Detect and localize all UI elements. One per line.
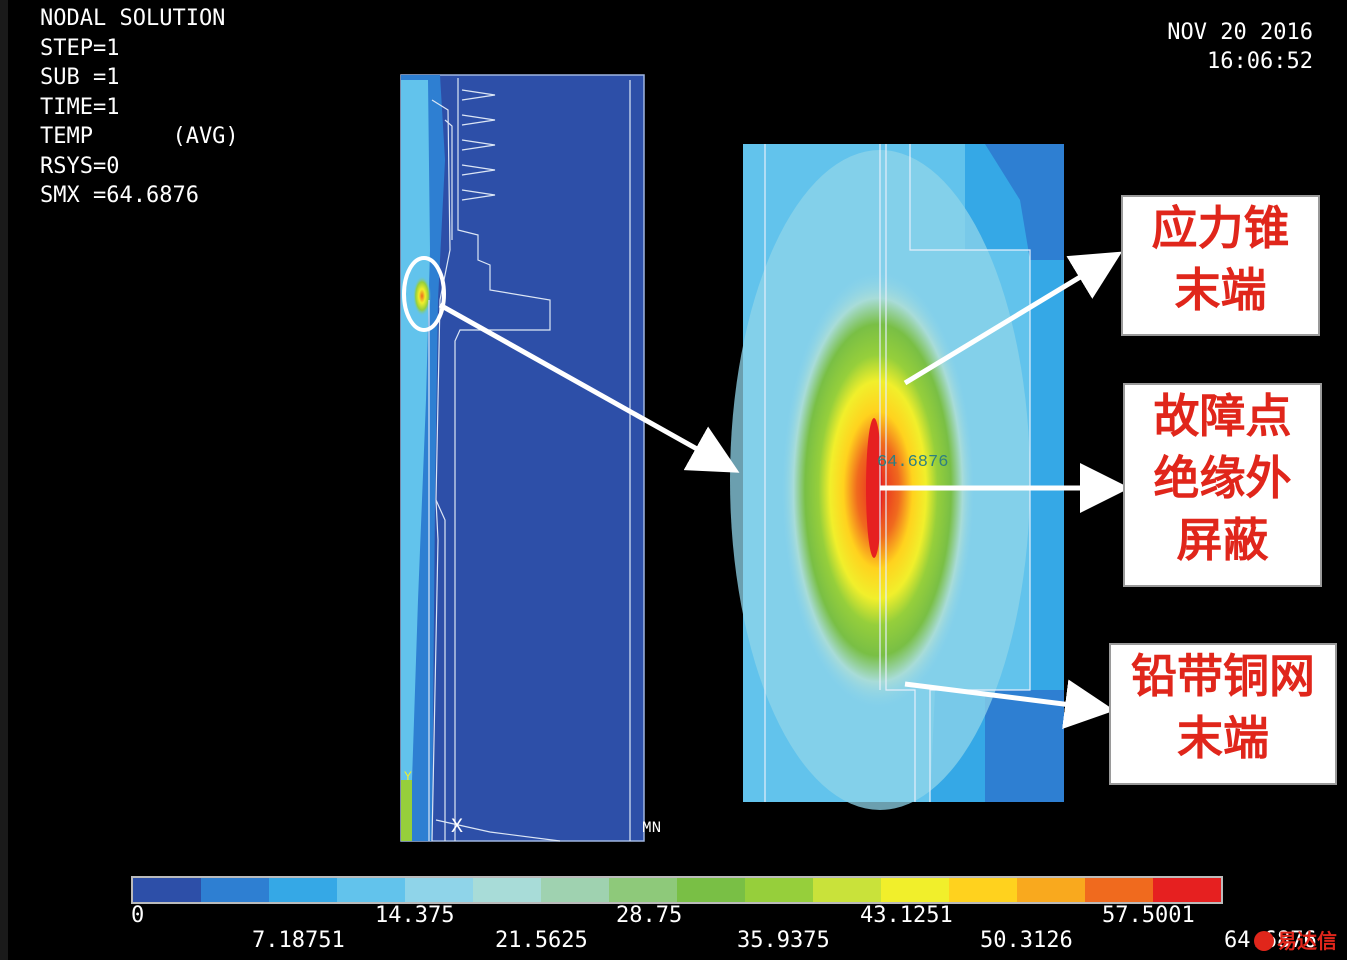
solution-info: NODAL SOLUTION STEP=1 SUB =1 TIME=1 TEMP… [40, 4, 239, 211]
legend-swatch-5 [473, 878, 541, 902]
stress-cone-label: 应力锥 末端 [1121, 195, 1320, 336]
legend-swatch-4 [405, 878, 473, 902]
legend-tick-0: 0 [131, 903, 145, 928]
legend-swatch-11 [881, 878, 949, 902]
mn-label: MN [642, 819, 661, 837]
legend-swatch-12 [949, 878, 1017, 902]
color-legend [131, 876, 1223, 904]
info-step: STEP=1 [40, 35, 120, 61]
legend-tick-6: 43.1251 [860, 903, 953, 928]
legend-swatch-9 [745, 878, 813, 902]
legend-swatch-7 [609, 878, 677, 902]
legend-swatch-15 [1153, 878, 1221, 902]
legend-tick-2: 14.375 [375, 903, 455, 928]
zoom-arrow [438, 302, 740, 473]
legend-swatch-14 [1085, 878, 1153, 902]
legend-tick-3: 21.5625 [495, 928, 588, 953]
watermark-logo-icon [1254, 931, 1274, 951]
legend-tick-1: 7.18751 [252, 928, 345, 953]
model-view [400, 74, 645, 842]
timestamp: NOV 20 2016 16:06:52 [1167, 18, 1313, 76]
info-time: TIME=1 [40, 94, 120, 120]
legend-swatch-13 [1017, 878, 1085, 902]
legend-swatch-2 [269, 878, 337, 902]
time-text: 16:06:52 [1207, 49, 1313, 74]
zoom-view [730, 144, 1064, 810]
info-temp: TEMP (AVG) [40, 124, 239, 149]
info-title: NODAL SOLUTION [40, 6, 226, 31]
legend-tick-7: 50.3126 [980, 928, 1073, 953]
legend-swatch-0 [133, 878, 201, 902]
legend-swatch-1 [201, 878, 269, 902]
watermark: 易达信 [1254, 925, 1337, 954]
legend-swatch-8 [677, 878, 745, 902]
fault-label: 故障点 绝缘外 屏蔽 [1123, 383, 1322, 587]
max-value-label: 64.6876 [877, 453, 948, 472]
legend-swatch-6 [541, 878, 609, 902]
info-rsys: RSYS=0 [40, 153, 120, 179]
lead-label: 铅带铜网 末端 [1109, 643, 1337, 785]
legend-swatch-10 [813, 878, 881, 902]
legend-tick-8: 57.5001 [1102, 903, 1195, 928]
legend-tick-4: 28.75 [616, 903, 683, 928]
y-axis-label: Y [404, 769, 412, 784]
legend-tick-5: 35.9375 [737, 928, 830, 953]
callout-circle [402, 256, 446, 332]
info-smx: SMX =64.6876 [40, 183, 199, 208]
date-text: NOV 20 2016 [1167, 20, 1313, 45]
info-sub: SUB =1 [40, 65, 120, 90]
legend-swatch-3 [337, 878, 405, 902]
stress-cone-arrow [903, 251, 1123, 386]
lead-arrow [904, 679, 1115, 730]
x-axis-label: X [451, 816, 463, 839]
window-left-border [0, 0, 8, 960]
